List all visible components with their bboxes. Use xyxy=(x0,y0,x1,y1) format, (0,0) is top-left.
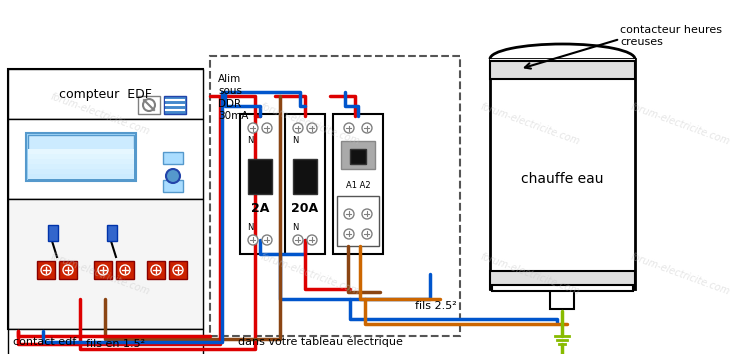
Circle shape xyxy=(166,169,180,183)
FancyBboxPatch shape xyxy=(337,196,379,246)
Circle shape xyxy=(344,209,354,219)
FancyBboxPatch shape xyxy=(350,149,366,164)
Circle shape xyxy=(63,265,73,275)
FancyBboxPatch shape xyxy=(37,261,55,279)
FancyBboxPatch shape xyxy=(94,261,112,279)
Text: dans votre tableau électrique: dans votre tableau électrique xyxy=(238,337,403,347)
Circle shape xyxy=(344,123,354,133)
Circle shape xyxy=(98,265,108,275)
FancyBboxPatch shape xyxy=(116,261,134,279)
Circle shape xyxy=(41,265,51,275)
Circle shape xyxy=(307,123,317,133)
Text: Alim
sous
DDR
30mA: Alim sous DDR 30mA xyxy=(218,74,248,121)
Text: forum-electricite.com: forum-electricite.com xyxy=(478,251,581,297)
Text: 20A: 20A xyxy=(292,202,319,216)
FancyBboxPatch shape xyxy=(147,261,165,279)
Text: contacteur heures
creuses: contacteur heures creuses xyxy=(620,25,722,47)
Text: 2A: 2A xyxy=(251,202,269,216)
FancyBboxPatch shape xyxy=(28,154,134,159)
FancyBboxPatch shape xyxy=(285,114,325,254)
FancyBboxPatch shape xyxy=(28,174,134,179)
Text: forum-electricite.com: forum-electricite.com xyxy=(259,251,362,297)
FancyBboxPatch shape xyxy=(341,141,375,169)
FancyBboxPatch shape xyxy=(164,96,186,114)
Text: forum-electricite.com: forum-electricite.com xyxy=(49,251,152,297)
Circle shape xyxy=(362,123,372,133)
Circle shape xyxy=(262,123,272,133)
FancyBboxPatch shape xyxy=(163,152,183,164)
Circle shape xyxy=(248,235,258,245)
FancyBboxPatch shape xyxy=(28,135,134,179)
FancyBboxPatch shape xyxy=(8,119,203,199)
FancyBboxPatch shape xyxy=(240,114,280,254)
FancyBboxPatch shape xyxy=(8,69,203,329)
Text: N: N xyxy=(247,136,254,144)
FancyBboxPatch shape xyxy=(333,114,383,254)
Text: N: N xyxy=(292,223,298,233)
FancyBboxPatch shape xyxy=(138,96,160,114)
Text: fils 2.5²: fils 2.5² xyxy=(415,301,457,311)
Circle shape xyxy=(362,229,372,239)
Text: A1 A2: A1 A2 xyxy=(346,182,370,190)
Text: forum-electricite.com: forum-electricite.com xyxy=(49,91,152,137)
Circle shape xyxy=(143,99,155,111)
Text: forum-electricite.com: forum-electricite.com xyxy=(478,101,581,147)
FancyBboxPatch shape xyxy=(490,271,635,289)
Text: N: N xyxy=(247,223,254,233)
Text: chauffe eau: chauffe eau xyxy=(521,172,604,186)
Circle shape xyxy=(344,229,354,239)
FancyBboxPatch shape xyxy=(550,287,574,309)
Circle shape xyxy=(293,235,303,245)
FancyBboxPatch shape xyxy=(490,59,635,67)
FancyBboxPatch shape xyxy=(8,69,203,119)
Text: forum-electricite.com: forum-electricite.com xyxy=(628,101,731,147)
FancyBboxPatch shape xyxy=(28,169,134,174)
Text: contact edf: contact edf xyxy=(13,337,76,347)
Text: fils en 1.5²: fils en 1.5² xyxy=(86,339,145,349)
FancyBboxPatch shape xyxy=(163,180,183,192)
Circle shape xyxy=(293,123,303,133)
Text: forum-electricite.com: forum-electricite.com xyxy=(628,251,731,297)
Text: forum-electricite.com: forum-electricite.com xyxy=(259,101,362,147)
FancyBboxPatch shape xyxy=(293,159,317,194)
Circle shape xyxy=(173,265,183,275)
Circle shape xyxy=(248,123,258,133)
Text: compteur  EDF: compteur EDF xyxy=(59,87,152,101)
FancyBboxPatch shape xyxy=(248,159,272,194)
Circle shape xyxy=(120,265,130,275)
FancyBboxPatch shape xyxy=(107,225,117,241)
FancyBboxPatch shape xyxy=(490,61,635,79)
FancyBboxPatch shape xyxy=(59,261,77,279)
FancyBboxPatch shape xyxy=(48,225,58,241)
FancyBboxPatch shape xyxy=(28,149,134,154)
FancyBboxPatch shape xyxy=(169,261,187,279)
FancyBboxPatch shape xyxy=(8,329,203,354)
Circle shape xyxy=(262,235,272,245)
Circle shape xyxy=(307,235,317,245)
FancyBboxPatch shape xyxy=(492,285,633,291)
Circle shape xyxy=(151,265,161,275)
FancyBboxPatch shape xyxy=(28,159,134,164)
FancyBboxPatch shape xyxy=(26,133,136,181)
FancyBboxPatch shape xyxy=(8,199,203,329)
FancyBboxPatch shape xyxy=(490,59,635,289)
FancyBboxPatch shape xyxy=(28,164,134,169)
Circle shape xyxy=(362,209,372,219)
Text: N: N xyxy=(292,136,298,144)
